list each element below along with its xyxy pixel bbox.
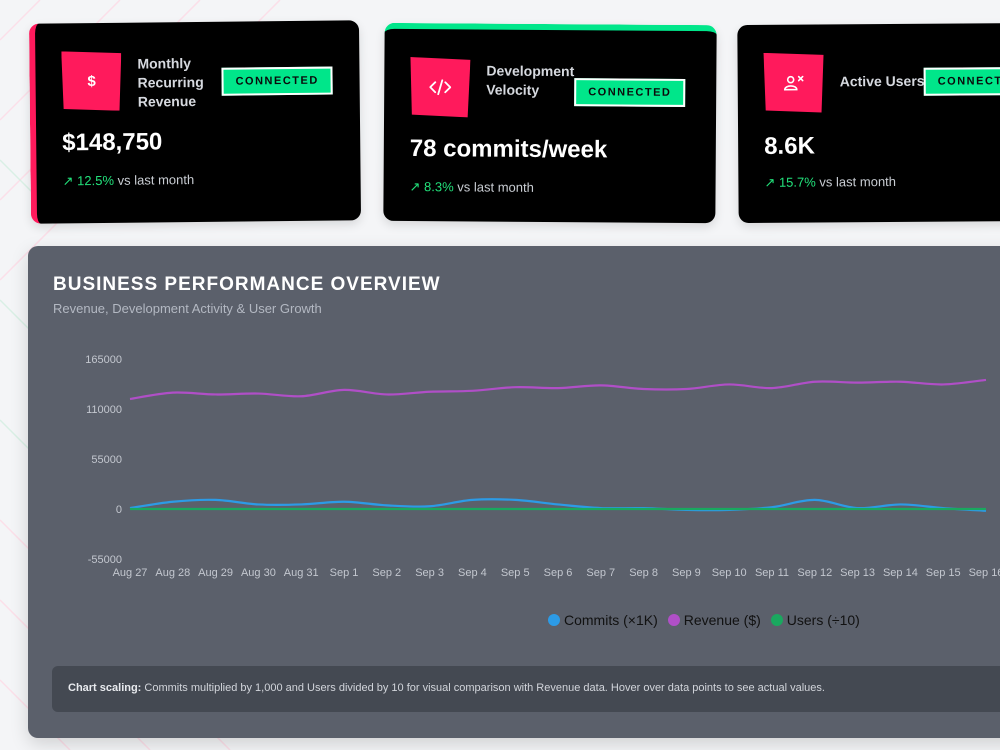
x-tick-label: Sep 8 — [629, 567, 658, 579]
legend-swatch — [667, 614, 680, 626]
legend-swatch — [548, 614, 560, 626]
legend-swatch — [770, 614, 783, 626]
x-tick-label: Sep 10 — [712, 567, 747, 579]
note-text: Commits multiplied by 1,000 and Users di… — [141, 682, 825, 694]
change-suffix: vs last month — [815, 173, 897, 190]
x-tick-label: Sep 9 — [672, 567, 701, 579]
legend-label: Commits (×1K) — [564, 612, 658, 628]
metric-card-revenue[interactable]: $ Monthly Recurring Revenue CONNECTED $1… — [28, 20, 362, 224]
status-badge: CONNECTED — [221, 66, 333, 96]
x-tick-label: Aug 27 — [113, 567, 148, 579]
legend-item-2[interactable]: Users (÷10) — [770, 612, 860, 628]
panel-title: BUSINESS PERFORMANCE OVERVIEW — [53, 274, 441, 295]
x-tick-label: Sep 5 — [501, 567, 530, 579]
legend-label: Users (÷10) — [786, 612, 860, 628]
metric-card-users[interactable]: Active Users CONNECTED 8.6K ↗ 15.7% vs l… — [737, 22, 1000, 224]
card-value: 8.6K — [764, 132, 815, 160]
series-line-1[interactable] — [129, 378, 987, 401]
card-value: $148,750 — [62, 128, 163, 157]
y-tick-label: 165000 — [85, 354, 122, 366]
x-tick-label: Sep 4 — [458, 567, 487, 579]
y-tick-label: -55000 — [88, 554, 122, 566]
panel-subtitle: Revenue, Development Activity & User Gro… — [53, 301, 322, 316]
x-tick-label: Aug 31 — [284, 567, 319, 579]
change-percent: ↗ 8.3% — [409, 179, 454, 195]
x-tick-label: Sep 2 — [372, 567, 401, 579]
x-tick-label: Sep 6 — [544, 567, 573, 579]
x-tick-label: Sep 13 — [840, 567, 875, 579]
x-tick-label: Sep 7 — [586, 567, 615, 579]
legend-item-1[interactable]: Revenue ($) — [667, 612, 761, 628]
x-tick-label: Sep 1 — [330, 567, 359, 579]
x-tick-label: Sep 14 — [883, 567, 918, 579]
change-percent: ↗ 15.7% — [764, 174, 816, 190]
note-label: Chart scaling: — [68, 682, 142, 694]
legend-label: Revenue ($) — [683, 612, 761, 628]
chart-legend: Commits (×1K) Revenue ($) Users (÷10) — [548, 612, 860, 628]
change-percent: ↗ 12.5% — [62, 172, 115, 189]
card-change: ↗ 8.3% vs last month — [409, 179, 534, 196]
metric-card-velocity[interactable]: Development Velocity CONNECTED 78 commit… — [383, 22, 717, 224]
card-change: ↗ 12.5% vs last month — [63, 172, 195, 189]
card-value: 78 commits/week — [409, 135, 608, 164]
dollar-icon: $ — [61, 51, 122, 112]
x-tick-label: Sep 12 — [797, 567, 832, 579]
status-badge: CONNECTED — [574, 78, 686, 107]
card-title: Development Velocity — [486, 62, 575, 98]
change-suffix: vs last month — [453, 179, 534, 195]
chart-scaling-note: Chart scaling: Commits multiplied by 1,0… — [52, 666, 1000, 712]
y-tick-label: 0 — [116, 504, 122, 516]
x-tick-label: Sep 15 — [926, 567, 961, 579]
legend-item-0[interactable]: Commits (×1K) — [548, 612, 658, 628]
change-suffix: vs last month — [113, 172, 195, 188]
users-icon — [764, 52, 824, 112]
x-tick-label: Sep 3 — [415, 567, 444, 579]
x-tick-label: Sep 11 — [755, 567, 789, 579]
card-title: Monthly Recurring Revenue — [137, 55, 204, 110]
x-tick-label: Aug 28 — [155, 567, 190, 579]
series-line-0[interactable] — [129, 498, 987, 512]
y-tick-label: 55000 — [91, 454, 122, 466]
x-tick-label: Aug 30 — [241, 567, 276, 579]
y-tick-label: 110000 — [86, 404, 122, 416]
business-performance-panel: BUSINESS PERFORMANCE OVERVIEW Revenue, D… — [28, 246, 1000, 738]
x-tick-label: Aug 29 — [198, 567, 233, 579]
card-change: ↗ 15.7% vs last month — [764, 174, 896, 191]
status-badge: CONNECTED — [923, 66, 1000, 96]
code-icon — [410, 57, 470, 117]
x-tick-label: Sep 16 — [969, 567, 1000, 579]
